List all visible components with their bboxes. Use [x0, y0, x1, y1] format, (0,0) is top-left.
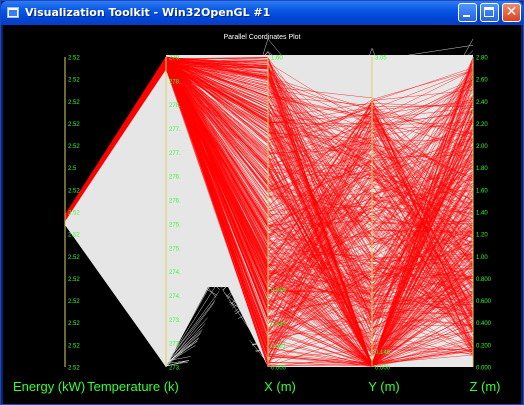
window-title: Visualization Toolkit - Win32OpenGL #1	[25, 6, 271, 19]
unselected-fill	[65, 59, 166, 367]
minimize-icon	[463, 15, 470, 17]
tick-label: 1.60	[271, 56, 283, 62]
tick-label: 278.	[169, 79, 181, 85]
window-icon[interactable]	[7, 7, 19, 18]
empty-region	[186, 287, 264, 367]
axis-title: X (m)	[264, 379, 296, 394]
tick-label: 2.52	[68, 78, 80, 84]
tick-label: 3.05	[375, 56, 387, 62]
tick-label: 2.52	[68, 211, 80, 217]
tick-label: 279.	[169, 56, 181, 62]
tick-label: 0.000	[271, 366, 287, 372]
tick-label: 0.000	[476, 366, 492, 372]
tick-label: 1.20	[476, 233, 488, 239]
tick-label: 277.	[169, 151, 181, 157]
tick-label: 274.	[169, 294, 181, 300]
tick-label: 2.52	[68, 277, 80, 283]
tick-label: 1.60	[476, 188, 488, 194]
tick-label: 2.60	[476, 78, 488, 84]
tick-label: 2.52	[68, 144, 80, 150]
maximize-icon	[484, 7, 494, 17]
tick-label: 2.80	[476, 56, 488, 62]
parallel-coordinates-plot[interactable]: Parallel Coordinates Plot2.522.522.522.5…	[3, 25, 521, 404]
tick-label: 2.52	[68, 321, 80, 327]
axis: 3.05 0.146 0.000	[371, 56, 391, 372]
tick-label: 1.40	[476, 211, 488, 217]
tick-label: 2.52	[68, 100, 80, 106]
tick-label: 2.52	[68, 188, 80, 194]
close-icon: ✕	[505, 4, 518, 20]
plot-title: Parallel Coordinates Plot	[223, 34, 300, 41]
tick-label: 2.52	[68, 343, 80, 349]
tick-label: 2.52	[68, 233, 80, 239]
axis: 279. 278. 278. 277. 277. 276. 276. 275. 275. 274.…	[165, 56, 181, 372]
axis-title: Z (m)	[469, 379, 500, 394]
title-bar[interactable]: Visualization Toolkit - Win32OpenGL #1 ✕	[1, 1, 523, 25]
tick-label: 277.	[169, 127, 181, 133]
tick-label: 1.80	[476, 166, 488, 172]
tick-label: 0.600	[476, 299, 492, 305]
tick-label: 274.	[169, 270, 181, 276]
tick-label: 276.	[169, 199, 181, 205]
close-button[interactable]: ✕	[502, 3, 521, 22]
tick-label: 0.000	[375, 366, 391, 372]
maximize-button[interactable]	[480, 3, 499, 22]
tick-label: 2.52	[68, 366, 80, 372]
tick-label: 1.00	[476, 255, 488, 261]
tick-label: 2.5	[68, 166, 77, 172]
tick-label: 276.	[169, 175, 181, 181]
axis-title: Energy (kW)	[13, 379, 85, 394]
tick-label: 0.146	[375, 350, 391, 356]
tick-label: 2.40	[476, 100, 488, 106]
axis: 2.80 2.60 2.40 2.20 2.00 1.80 1.60 1.40 1.20 1.00…	[472, 56, 492, 372]
tick-label: 0.400	[476, 321, 492, 327]
tick-label: 0.321	[271, 344, 287, 350]
tick-label: 275.	[169, 222, 181, 228]
tick-label: 2.52	[68, 56, 80, 62]
tick-label: 2.52	[68, 255, 80, 261]
axis: 1.60 0.964 0.643 0.321 0.000	[267, 56, 287, 372]
axis: 2.52 2.52 2.52 2.52 2.52 2.5 2.52 2.52 2.52 2.52 2…	[64, 56, 80, 372]
tick-label: 273.	[169, 318, 181, 324]
tick-label: 2.20	[476, 122, 488, 128]
render-view[interactable]: Parallel Coordinates Plot 2.52 2.52 2.52 2.5…	[3, 25, 521, 404]
minimize-button[interactable]	[458, 3, 477, 22]
tick-label: 0.643	[271, 322, 287, 328]
tick-label: 2.52	[68, 122, 80, 128]
tick-label: 273.	[169, 342, 181, 348]
tick-label: 0.200	[476, 343, 492, 349]
axis-title: Temperature (k)	[87, 379, 179, 394]
tick-label: 0.800	[476, 277, 492, 283]
axis-title: Y (m)	[368, 379, 400, 394]
tick-label: 275.	[169, 246, 181, 252]
tick-label: 2.00	[476, 144, 488, 150]
tick-label: 273.	[169, 366, 181, 372]
tick-label: 0.964	[271, 288, 287, 294]
tick-label: 2.52	[68, 299, 80, 305]
tick-label: 278.	[169, 103, 181, 109]
